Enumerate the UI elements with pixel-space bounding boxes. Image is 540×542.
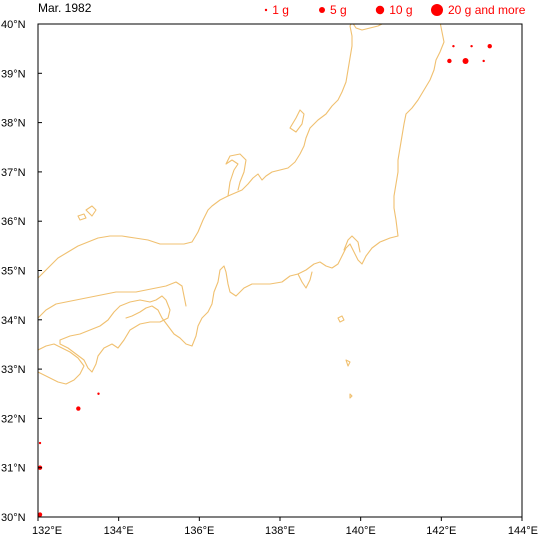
deposition-point-10 — [487, 43, 492, 49]
map-title: Mar. 1982 — [38, 1, 92, 15]
y-tick-label-5: 35°N — [1, 266, 26, 278]
deposition-point-8 — [470, 44, 473, 48]
legend-marker-1 — [319, 7, 325, 13]
coastline-honshu-east — [125, 24, 445, 347]
x-tick-label-2: 136°E — [184, 525, 214, 537]
coastline-oki-2 — [77, 213, 87, 221]
y-tick-label-10: 40°N — [1, 19, 26, 31]
deposition-point-6 — [452, 44, 455, 48]
deposition-point-9 — [482, 59, 485, 63]
coastline-izu — [297, 271, 313, 289]
legend-marker-0 — [264, 8, 268, 12]
coastline-kyushu — [38, 343, 85, 385]
deposition-point-4 — [97, 392, 100, 395]
deposition-points — [38, 43, 492, 517]
y-tick-label-9: 39°N — [1, 68, 26, 80]
legend-marker-3 — [431, 4, 443, 16]
legend-label-1: 5 g — [330, 3, 347, 17]
coastline-sado — [289, 109, 305, 133]
legend-label-0: 1 g — [272, 3, 289, 17]
coastline-izu-island-1 — [337, 315, 345, 323]
legend-marker-2 — [375, 5, 385, 15]
x-tick-label-4: 140°E — [346, 525, 376, 537]
deposition-point-2 — [38, 441, 42, 445]
legend-label-3: 20 g and more — [448, 3, 526, 17]
x-tick-label-5: 142°E — [426, 525, 456, 537]
x-tick-label-6: 144°E — [508, 525, 538, 537]
coastline-izu-island-3 — [349, 393, 353, 399]
y-tick-label-8: 38°N — [1, 118, 26, 130]
y-tick-label-2: 32°N — [1, 413, 26, 425]
y-tick-label-7: 37°N — [1, 167, 26, 179]
deposition-point-5 — [447, 58, 452, 64]
coastline-hokkaido — [352, 24, 384, 31]
y-tick-label-4: 34°N — [1, 315, 26, 327]
x-tick-label-3: 138°E — [265, 525, 295, 537]
y-tick-label-0: 30°N — [1, 512, 26, 524]
y-tick-label-3: 33°N — [1, 364, 26, 376]
y-tick-label-6: 36°N — [1, 216, 26, 228]
axes: 132°E 134°E 136°E 138°E 140°E 142°E 144°E 30°N 3… — [1, 19, 538, 537]
coastline-shikoku — [59, 295, 171, 373]
deposition-point-3 — [76, 406, 81, 411]
deposition-point-7 — [462, 57, 469, 64]
coastline-noto — [225, 153, 247, 197]
x-tick-label-0: 132°E — [32, 525, 62, 537]
coastline-oki — [85, 205, 97, 217]
coastline-tokyo-bay — [343, 235, 361, 253]
coastline-layer — [38, 24, 445, 399]
coastline-honshu-west — [38, 24, 353, 279]
coastline-izu-island-2 — [345, 359, 351, 367]
legend: 1 g 5 g 10 g 20 g and more — [264, 3, 526, 17]
legend-label-2: 10 g — [389, 3, 412, 17]
x-tick-label-1: 134°E — [104, 525, 134, 537]
map-frame — [37, 23, 523, 518]
coastline-chugoku-south — [38, 281, 187, 319]
y-tick-label-1: 31°N — [1, 463, 26, 475]
deposition-point-0 — [38, 512, 43, 517]
